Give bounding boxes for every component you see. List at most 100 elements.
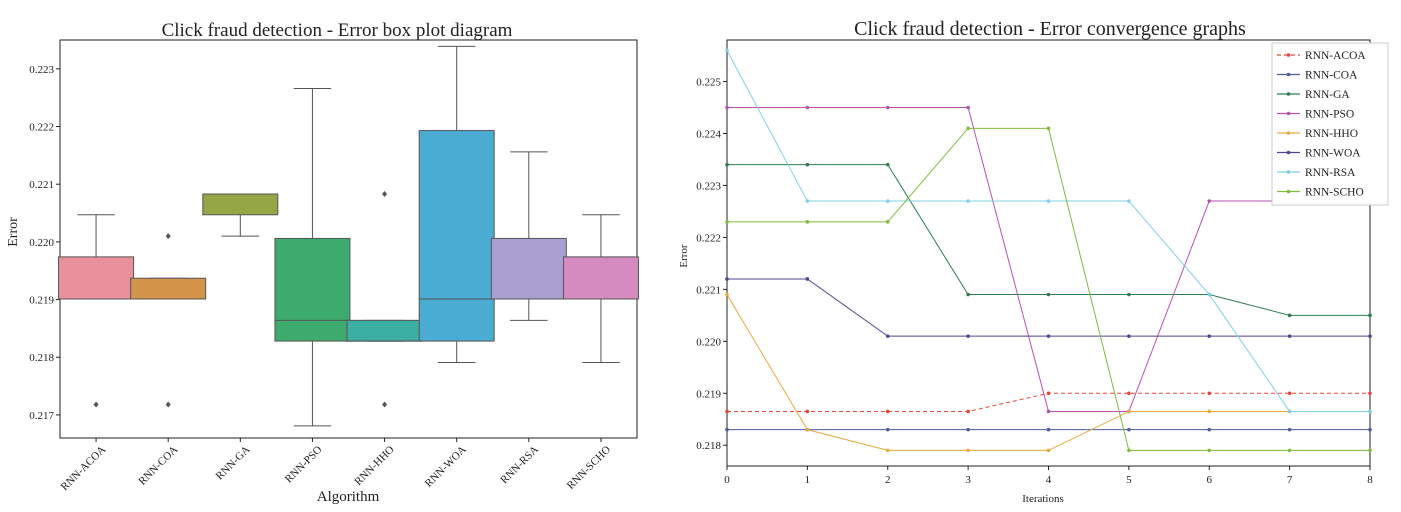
- legend-label: RNN-SCHO: [1305, 187, 1364, 199]
- series-point: [885, 448, 890, 453]
- box-plot-boxes: [58, 45, 639, 427]
- x-tick-label: 4: [1046, 474, 1052, 486]
- series-point: [1287, 391, 1292, 396]
- series-point: [805, 162, 810, 167]
- series-point: [1127, 427, 1131, 432]
- series-point: [1368, 427, 1372, 432]
- series-point: [1127, 334, 1131, 338]
- series-point: [805, 427, 810, 432]
- legend-marker: [1286, 92, 1291, 96]
- series-point: [725, 409, 729, 414]
- convergence-legend: RNN-ACOA RNN-COA RNN-GA RNN-PSO RNN-HHO RNN-W…: [1271, 42, 1389, 206]
- legend-marker: [1286, 131, 1291, 135]
- series-point: [1127, 448, 1131, 453]
- series-point: [725, 220, 729, 224]
- y-tick-label: 0.223: [29, 64, 54, 76]
- series-point: [1127, 409, 1131, 414]
- series-point: [1287, 313, 1292, 318]
- series-point: [1046, 448, 1051, 453]
- legend-label: RNN-ACOA: [1305, 50, 1366, 62]
- y-tick-label: 0.222: [696, 232, 721, 244]
- legend-box: [1271, 42, 1389, 206]
- convergence-y-axis-label: Error: [678, 244, 690, 268]
- y-tick-label: 0.225: [696, 77, 721, 89]
- series-rnn-acoa: [725, 391, 1372, 414]
- series-point: [1368, 313, 1372, 318]
- series-point: [1207, 427, 1212, 432]
- box-plot-frame: [59, 39, 638, 439]
- series-point: [1207, 391, 1212, 396]
- box-plot-title: Click fraud detection - Error box plot d…: [162, 20, 513, 41]
- box-rnn-ga: [202, 193, 279, 237]
- series-point: [1368, 448, 1372, 453]
- y-tick-label: 0.224: [696, 129, 721, 141]
- y-tick-label: 0.219: [29, 295, 54, 307]
- series-point: [1046, 427, 1051, 432]
- box-plot-chart: Click fraud detection - Error box plot d…: [6, 20, 639, 505]
- outlier-point: [382, 191, 388, 198]
- box-body: [562, 256, 639, 300]
- series-point: [1207, 448, 1212, 453]
- series-point: [725, 292, 729, 297]
- box-plot-y-ticks: 0.217 0.218 0.219 0.220 0.221 0.222 0.223: [29, 64, 60, 422]
- series-point: [1046, 126, 1051, 131]
- series-point: [1368, 391, 1372, 396]
- series-point: [966, 448, 970, 453]
- series-point: [1207, 292, 1212, 297]
- box-plot-x-axis-label: Algorithm: [317, 489, 380, 505]
- series-line: [727, 392, 1370, 412]
- series-point: [1046, 199, 1051, 203]
- outlier-point: [165, 401, 171, 408]
- x-tick-label: RNN-WOA: [423, 444, 469, 490]
- x-tick-label: RNN-ACOA: [59, 444, 109, 494]
- series-point: [1046, 391, 1051, 396]
- series-point: [725, 427, 729, 432]
- series-point: [1287, 448, 1292, 453]
- y-tick-label: 0.220: [696, 336, 721, 348]
- box-body: [274, 237, 351, 342]
- series-rnn-scho: [725, 126, 1372, 453]
- x-tick-label: 8: [1367, 474, 1373, 486]
- box-rnn-coa: [130, 233, 207, 408]
- series-point: [966, 199, 970, 203]
- legend-marker: [1286, 111, 1291, 116]
- series-line: [726, 294, 1370, 451]
- series-point: [885, 162, 890, 167]
- series-point: [885, 220, 890, 224]
- series-point: [805, 277, 810, 281]
- x-tick-label: 1: [805, 474, 811, 486]
- x-tick-label: RNN-SCHO: [565, 444, 613, 492]
- legend-label: RNN-RSA: [1305, 167, 1356, 179]
- series-point: [1207, 199, 1212, 203]
- series-rnn-woa: [725, 277, 1372, 338]
- series-point: [885, 334, 890, 338]
- series-point: [805, 409, 810, 414]
- y-tick-label: 0.219: [696, 388, 721, 400]
- box-rnn-hho: [346, 191, 423, 408]
- convergence-lines: [725, 48, 1372, 453]
- series-point: [1127, 292, 1131, 297]
- series-point: [1127, 199, 1131, 203]
- box-body: [58, 256, 135, 300]
- legend-label: RNN-HHO: [1305, 128, 1358, 140]
- x-tick-label: 6: [1207, 474, 1213, 486]
- series-point: [805, 199, 810, 203]
- series-point: [1127, 391, 1131, 396]
- series-point: [805, 220, 810, 224]
- series-point: [1368, 334, 1372, 338]
- convergence-y-ticks: 0.218 0.219 0.220 0.221 0.222 0.223 0.224 0.225: [696, 77, 727, 452]
- y-tick-label: 0.218: [696, 440, 721, 452]
- y-tick-label: 0.222: [29, 122, 54, 134]
- x-tick-label: RNN-RSA: [498, 444, 541, 487]
- legend-marker: [1286, 170, 1291, 174]
- series-point: [966, 126, 970, 131]
- box-body: [490, 237, 567, 300]
- legend-label: RNN-PSO: [1305, 109, 1354, 121]
- legend-marker: [1286, 53, 1291, 57]
- x-tick-label: RNN-GA: [214, 444, 253, 483]
- convergence-x-ticks: 0 1 2 3 4 5 6 7 8: [724, 466, 1373, 486]
- series-point: [805, 105, 810, 110]
- series-point: [1046, 334, 1051, 338]
- box-rnn-rsa: [490, 151, 567, 321]
